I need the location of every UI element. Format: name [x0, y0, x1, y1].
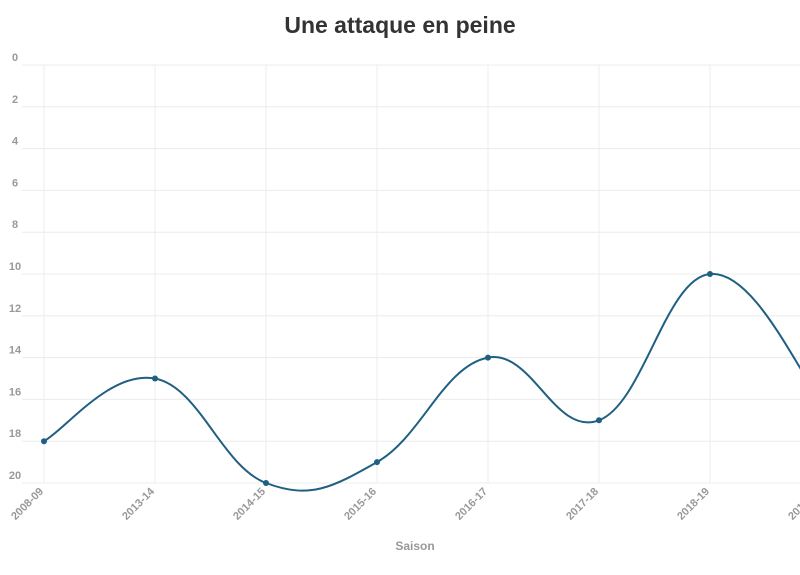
y-tick-label: 10: [9, 261, 21, 273]
y-tick-label: 6: [12, 177, 18, 189]
x-tick-label: 2016-17: [453, 486, 490, 523]
data-point[interactable]: [374, 459, 380, 466]
y-tick-label: 0: [12, 52, 18, 64]
x-tick-label: 2015-16: [342, 486, 379, 523]
x-axis-label: Saison: [395, 539, 434, 553]
data-point[interactable]: [41, 438, 47, 445]
y-tick-label: 8: [12, 219, 18, 231]
y-axis-ticks: 0 2 4 6 8 10 12 14 16 18 20: [9, 52, 22, 482]
series-layer: [41, 271, 800, 492]
y-tick-label: 4: [12, 136, 19, 148]
y-tick-label: 18: [9, 428, 21, 440]
y-tick-label: 2: [12, 94, 18, 106]
y-tick-label: 20: [9, 470, 21, 482]
chart-title: Une attaque en peine: [284, 12, 516, 38]
data-point[interactable]: [596, 417, 602, 424]
x-tick-label: 2014-15: [231, 486, 268, 523]
data-point[interactable]: [152, 375, 158, 382]
x-tick-label: 2008-09: [9, 486, 46, 523]
x-tick-label: 2018-19: [675, 486, 712, 523]
data-point[interactable]: [485, 354, 491, 361]
x-tick-label: 2019-20: [786, 486, 800, 523]
y-tick-label: 16: [9, 386, 21, 398]
series-line: [43, 272, 800, 492]
grid-lines: [22, 64, 800, 484]
data-point[interactable]: [707, 271, 713, 277]
x-axis-ticks: 2008-09 2013-14 2014-15 2015-16 2016-17 2017-…: [9, 485, 800, 523]
y-tick-label: 12: [9, 303, 21, 315]
data-point[interactable]: [263, 480, 269, 486]
x-tick-label: 2013-14: [120, 485, 158, 523]
x-tick-label: 2017-18: [564, 486, 601, 523]
y-tick-label: 14: [9, 345, 22, 357]
